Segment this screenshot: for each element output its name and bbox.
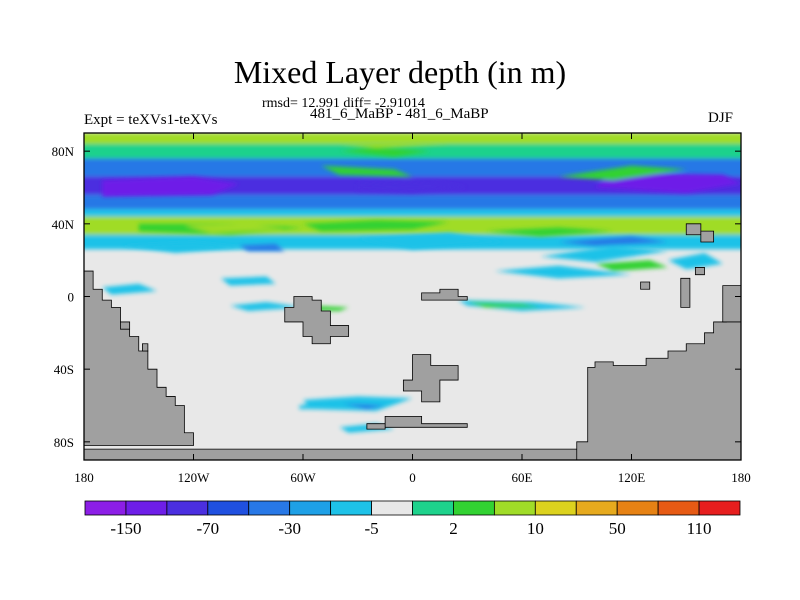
field-patch	[220, 276, 276, 286]
field-patch	[339, 142, 449, 148]
colorbar-swatch	[657, 500, 700, 516]
colorbar-label: 10	[527, 519, 544, 538]
map-field	[84, 133, 741, 460]
colorbar-swatch	[166, 500, 209, 516]
colorbar-swatch	[412, 500, 454, 516]
colorbar-swatch	[289, 500, 332, 516]
field-patch	[357, 232, 504, 250]
colorbar-swatch	[248, 500, 291, 516]
band-cell	[84, 209, 741, 217]
field-patch	[230, 301, 303, 312]
land-mass	[694, 267, 705, 276]
land-mass	[722, 285, 741, 323]
field-patch	[184, 223, 285, 233]
colorbar-swatch	[534, 500, 577, 516]
land-mass	[700, 230, 715, 243]
land-mass	[366, 423, 386, 430]
colorbar-swatch	[575, 500, 618, 516]
field-patch	[239, 243, 285, 252]
field-patches	[102, 142, 741, 433]
colorbar-label: 110	[687, 519, 712, 538]
colorbar-label: -5	[364, 519, 378, 538]
colorbar-swatch	[207, 500, 250, 516]
season-label: DJF	[708, 110, 734, 126]
field-patch	[343, 403, 386, 410]
field-patch	[303, 396, 413, 411]
band-cell	[84, 194, 741, 210]
stats-label: rmsd= 12.991 diff= -2.91014	[262, 96, 425, 111]
field-patch	[120, 242, 249, 253]
colorbar-swatch	[493, 500, 536, 516]
field-patch	[558, 165, 687, 181]
colorbar-swatch	[698, 500, 741, 516]
band-cell	[84, 158, 741, 177]
y-tick-label: 0	[68, 290, 75, 305]
x-tick-label: 180	[731, 470, 751, 485]
land-mass	[640, 281, 651, 290]
field-patch	[339, 147, 431, 157]
land-mass	[421, 288, 468, 301]
field-patch	[558, 236, 668, 246]
colorbar-label: -30	[278, 519, 301, 538]
x-tick-label: 120E	[618, 470, 646, 485]
land-mass	[141, 343, 149, 352]
field-patch	[102, 176, 240, 197]
x-tick-label: 120W	[178, 470, 211, 485]
land-mass	[284, 296, 350, 345]
field-patch	[303, 220, 449, 232]
y-tick-label: 80S	[54, 435, 74, 450]
land-mass	[685, 223, 702, 236]
chart-title: Mixed Layer depth (in m)	[233, 54, 567, 90]
colorbar: -150 -70 -30 -5 2 10 50 110	[84, 500, 741, 538]
field-patch	[321, 165, 413, 177]
colorbar-label: -150	[110, 519, 141, 538]
field-patch	[467, 301, 541, 308]
field-patch	[540, 245, 668, 262]
case-label: 481_6_MaBP - 481_6_MaBP	[310, 106, 489, 122]
colorbar-swatch	[330, 500, 372, 516]
experiment-label: Expt = teXVs1-teXVs	[84, 112, 218, 128]
field-patch	[102, 283, 157, 295]
map-axes: 180 120W 60W 0 60E 120E 180 80N 40N 0 40S 80S	[52, 133, 751, 485]
land-mass	[576, 310, 741, 460]
y-tick-label: 40N	[52, 217, 75, 232]
colorbar-swatch	[125, 500, 168, 516]
field-patch	[357, 182, 468, 193]
colorbar-swatch	[453, 500, 495, 516]
x-tick-label: 180	[74, 470, 94, 485]
x-tick-label: 60E	[512, 470, 533, 485]
field-patch	[595, 172, 741, 193]
field-patch	[668, 252, 723, 270]
field-patch	[299, 403, 314, 410]
land-mass	[680, 277, 691, 308]
field-patch	[494, 265, 632, 279]
colorbar-swatch	[371, 500, 413, 516]
x-tick-label: 60W	[290, 470, 316, 485]
colorbar-label: 2	[449, 519, 458, 538]
land-mass	[402, 354, 459, 403]
y-tick-label: 80N	[52, 144, 75, 159]
y-tick-label: 40S	[54, 362, 74, 377]
field-patch	[595, 260, 668, 272]
colorbar-label: -70	[196, 519, 219, 538]
x-tick-label: 0	[409, 470, 416, 485]
field-patch	[485, 227, 614, 237]
colorbar-swatch	[616, 500, 659, 516]
land-mass	[120, 321, 131, 330]
colorbar-swatch	[84, 500, 127, 516]
colorbar-label: 50	[609, 519, 626, 538]
